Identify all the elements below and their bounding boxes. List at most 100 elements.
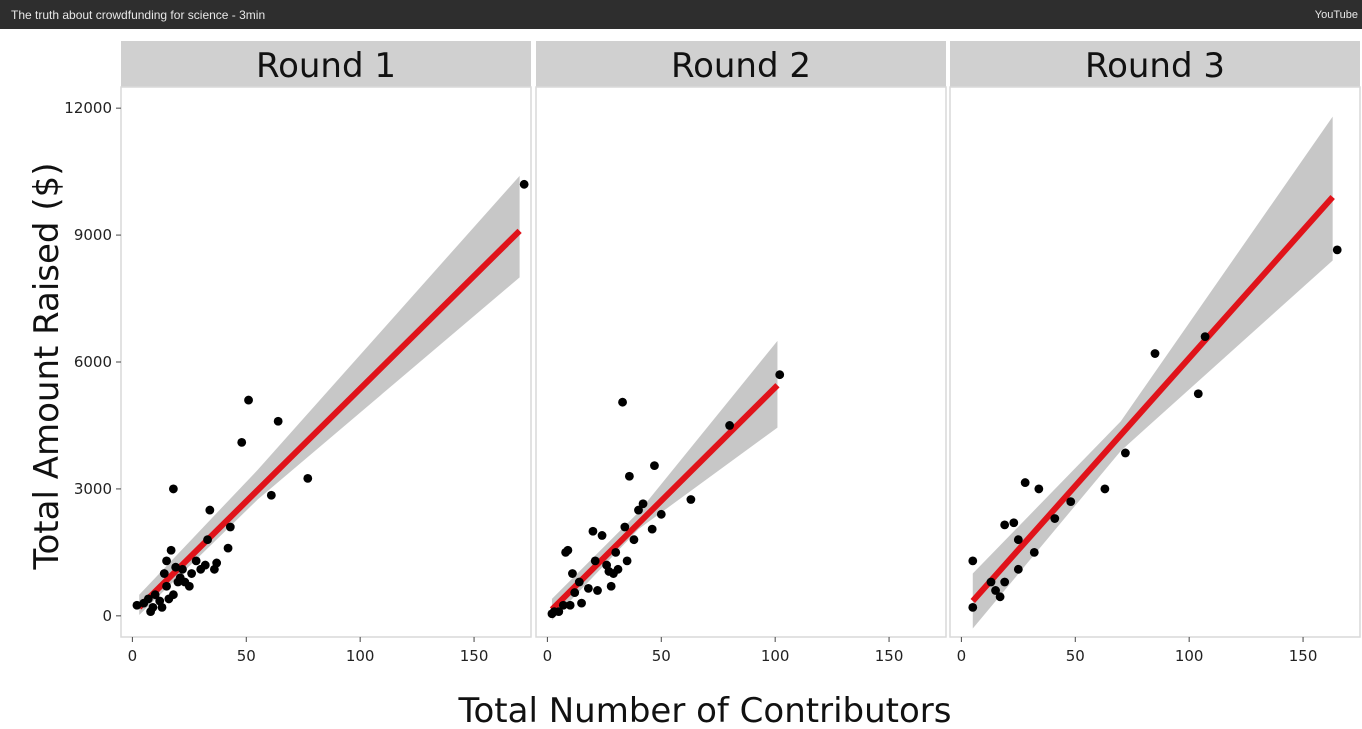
y-tick-label: 0 bbox=[102, 607, 112, 625]
data-point bbox=[1020, 478, 1030, 487]
data-point bbox=[624, 471, 634, 481]
data-point bbox=[577, 598, 586, 608]
y-tick-label: 12000 bbox=[64, 99, 112, 117]
data-point bbox=[991, 586, 1000, 595]
panel-strip bbox=[121, 41, 531, 87]
data-point bbox=[590, 556, 600, 566]
x-tick-label: 150 bbox=[875, 647, 904, 665]
data-point bbox=[212, 558, 222, 568]
data-point bbox=[611, 547, 621, 557]
trend-line bbox=[549, 383, 780, 612]
data-point bbox=[597, 531, 607, 540]
y-tick-label: 3000 bbox=[74, 480, 112, 498]
data-point bbox=[574, 577, 584, 587]
data-point bbox=[968, 556, 978, 566]
data-point bbox=[1150, 349, 1160, 358]
data-point bbox=[554, 607, 564, 617]
data-point bbox=[638, 499, 648, 509]
data-point bbox=[647, 524, 657, 534]
data-point bbox=[162, 556, 171, 566]
panel-2: Round 2 0 50 100 150 bbox=[535, 41, 947, 665]
panel-title: Round 1 bbox=[256, 46, 396, 86]
data-point bbox=[1332, 245, 1342, 255]
panel-title: Round 3 bbox=[1085, 46, 1225, 86]
data-point bbox=[225, 522, 235, 532]
data-point bbox=[563, 545, 573, 555]
data-point bbox=[159, 569, 169, 578]
x-tick-label: 0 bbox=[543, 647, 553, 665]
x-tick-label: 50 bbox=[237, 647, 256, 665]
data-point bbox=[986, 577, 996, 587]
data-point bbox=[618, 397, 627, 407]
data-point bbox=[150, 590, 160, 600]
data-point bbox=[191, 556, 201, 566]
data-point bbox=[588, 526, 598, 536]
data-point bbox=[178, 564, 187, 574]
y-tick-label: 9000 bbox=[74, 226, 112, 244]
data-point bbox=[1100, 484, 1110, 494]
panel-3: Round 3 0 50 100 150 bbox=[949, 41, 1361, 665]
panel-strip bbox=[536, 41, 946, 87]
data-point bbox=[565, 600, 575, 610]
data-point bbox=[162, 581, 171, 591]
panel-1: Round 1 0 50 100 150 bbox=[120, 41, 532, 665]
data-point bbox=[583, 583, 593, 593]
x-tick-label: 0 bbox=[957, 647, 967, 665]
trend-line bbox=[970, 195, 1335, 604]
data-point bbox=[656, 509, 666, 519]
panel-strip bbox=[950, 41, 1360, 87]
data-point bbox=[168, 590, 178, 600]
video-title-link[interactable]: The truth about crowdfunding for science… bbox=[11, 7, 266, 22]
confidence-band bbox=[139, 175, 520, 615]
youtube-logo[interactable]: YouTube bbox=[1314, 8, 1358, 21]
x-tick-label: 50 bbox=[1066, 647, 1085, 665]
y-axis: 0 3000 6000 9000 12000 bbox=[64, 99, 121, 625]
data-point bbox=[570, 588, 580, 597]
data-point bbox=[273, 416, 283, 426]
data-point bbox=[1000, 577, 1010, 587]
trend-line bbox=[137, 228, 522, 610]
data-point bbox=[200, 560, 210, 570]
data-point bbox=[1066, 497, 1076, 507]
faceted-scatter-chart: Round 1 0 50 100 150 Round 2 0 50 100 150 Round 3 0… bbox=[27, 41, 1361, 729]
data-point bbox=[968, 602, 978, 612]
data-point bbox=[1013, 535, 1023, 545]
data-point bbox=[558, 600, 568, 610]
data-point bbox=[1013, 564, 1023, 574]
x-tick-label: 100 bbox=[346, 647, 375, 665]
data-point bbox=[1193, 389, 1203, 399]
data-point bbox=[266, 490, 276, 500]
data-point bbox=[166, 545, 176, 555]
data-point bbox=[629, 535, 639, 545]
data-point bbox=[157, 602, 167, 612]
data-point bbox=[187, 569, 197, 578]
x-tick-label: 150 bbox=[1289, 647, 1318, 665]
data-point bbox=[593, 586, 602, 595]
y-tick-label: 6000 bbox=[74, 353, 112, 371]
data-point bbox=[171, 562, 181, 572]
data-point bbox=[223, 543, 233, 553]
data-point bbox=[995, 592, 1005, 602]
x-tick-label: 100 bbox=[1175, 647, 1204, 665]
data-point bbox=[132, 600, 142, 610]
y-axis-title: Total Amount Raised ($) bbox=[27, 163, 67, 571]
x-tick-label: 100 bbox=[761, 647, 790, 665]
data-point bbox=[725, 421, 735, 430]
data-point bbox=[203, 535, 212, 545]
data-point bbox=[1120, 448, 1130, 458]
data-point bbox=[1000, 520, 1010, 530]
data-point bbox=[634, 505, 643, 515]
data-point bbox=[686, 495, 696, 504]
data-point bbox=[622, 556, 632, 566]
data-point bbox=[184, 581, 194, 591]
panel-plot-area bbox=[535, 86, 947, 638]
video-title-bar: The truth about crowdfunding for science… bbox=[0, 0, 1362, 29]
data-point bbox=[1200, 332, 1210, 342]
data-point bbox=[205, 505, 215, 515]
data-point bbox=[1050, 514, 1060, 523]
data-point bbox=[775, 370, 785, 380]
x-tick-label: 150 bbox=[460, 647, 489, 665]
x-axis-title: Total Number of Contributors bbox=[458, 691, 952, 729]
data-point bbox=[1009, 518, 1019, 528]
data-point bbox=[620, 522, 630, 532]
